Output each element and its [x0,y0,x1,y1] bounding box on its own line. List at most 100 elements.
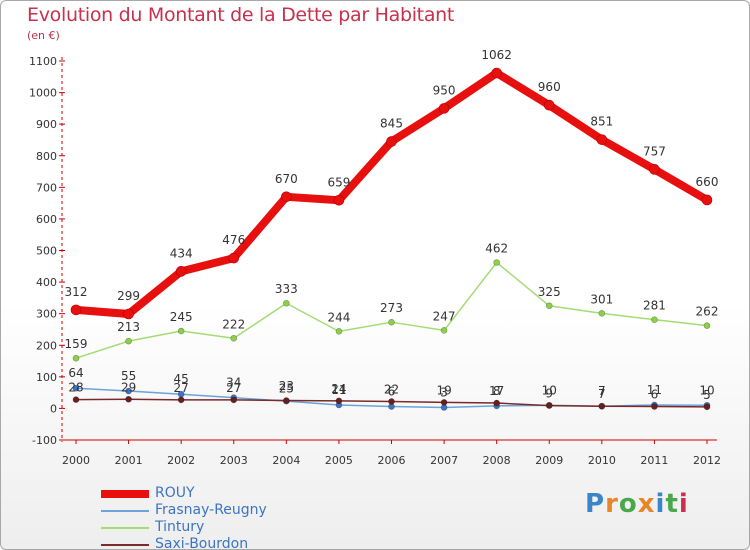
data-point [438,103,450,114]
legend-swatch-tintury [101,527,149,529]
y-tick-label: 700 [36,181,57,194]
legend-item-tintury[interactable]: Tintury [101,519,361,536]
data-label: 3 [440,385,448,399]
data-point [545,302,553,310]
data-label: 10 [542,383,557,397]
data-point [72,396,80,403]
data-label: 7 [598,387,606,401]
data-label: 273 [380,301,403,315]
data-label: 6 [651,388,659,402]
data-point [177,327,185,335]
data-label: 245 [170,310,193,324]
data-label: 670 [275,172,298,186]
data-label: 11 [647,383,662,397]
data-label: 325 [538,285,561,299]
data-point [386,136,397,147]
data-label: 333 [275,282,298,296]
data-label: 757 [643,144,666,158]
data-label: 301 [590,292,613,306]
legend-label-frasnay-reugny: Frasnay-Reugny [155,502,267,518]
legend: ROUY Frasnay-Reugny Tintury Saxi-Bourdon [101,485,361,550]
data-point [125,387,132,395]
x-tick-label: 2002 [167,454,195,467]
y-tick-label: 1100 [29,55,57,68]
data-point [70,304,82,316]
legend-label-saxi-bourdon: Saxi-Bourdon [155,536,249,550]
data-point [649,164,660,175]
data-label: 960 [538,80,561,94]
data-label: 29 [121,380,136,394]
logo-letter: i [655,489,666,519]
data-label: 660 [696,175,719,189]
data-point [493,399,500,407]
data-point [651,316,658,323]
x-tick-label: 2001 [115,454,143,467]
legend-swatch-rouy [101,490,149,498]
x-tick-label: 2012 [693,454,721,467]
data-label: 6 [388,385,396,399]
data-label: 17 [489,384,504,398]
logo-letter: r [605,489,619,519]
y-tick-label: 200 [36,339,57,352]
x-tick-label: 2003 [220,454,248,467]
data-point [543,99,555,111]
data-label: 659 [327,175,350,189]
logo-letter: x [637,489,656,519]
data-point [491,67,502,79]
y-tick-label: 600 [36,213,57,226]
x-tick-label: 2005 [325,454,353,467]
legend-label-tintury: Tintury [155,519,205,535]
data-label: 281 [643,299,666,313]
data-label: 851 [590,115,613,129]
legend-item-saxi-bourdon[interactable]: Saxi-Bourdon [101,536,361,550]
series-line-rouy [72,69,711,318]
data-point [545,402,553,409]
data-label: 8 [493,384,501,398]
x-tick-label: 2000 [62,454,90,467]
data-label: 312 [65,285,88,299]
y-tick-label: 300 [36,308,57,321]
data-point [388,318,395,326]
y-tick-label: 500 [36,245,57,258]
legend-item-rouy[interactable]: ROUY [101,485,361,502]
data-point [125,337,132,345]
data-point [281,191,292,203]
y-tick-label: -100 [32,434,57,447]
data-label: 222 [222,317,245,331]
y-tick-label: 400 [36,276,57,289]
data-point [703,322,711,329]
data-label: 299 [117,289,140,303]
data-point [228,252,240,264]
data-label: 476 [222,233,245,247]
data-label: 10 [699,383,714,397]
data-label: 25 [279,382,294,396]
data-label: 24 [331,382,346,396]
data-point [123,308,134,320]
data-point [703,403,711,411]
data-point [598,310,606,317]
data-point [230,396,238,404]
data-label: 262 [696,305,719,319]
data-point [333,194,345,206]
data-label: 5 [703,388,711,402]
data-point [598,402,606,410]
data-label: 27 [174,381,189,395]
y-tick-label: 1000 [29,87,57,100]
data-label: 19 [436,383,451,397]
data-point [230,335,238,342]
legend-swatch-frasnay-reugny [101,510,149,512]
x-tick-label: 2010 [588,454,616,467]
data-label: 1062 [481,48,512,62]
legend-item-frasnay-reugny[interactable]: Frasnay-Reugny [101,502,361,519]
data-label: 45 [174,372,189,386]
data-point [125,395,132,403]
data-label: 247 [433,309,456,323]
logo-letter: P [585,489,606,519]
data-label: 34 [226,376,241,390]
data-point [701,194,713,206]
data-label: 434 [170,246,193,260]
logo-letter: i [678,489,689,519]
chart-unit: (en €) [27,29,60,42]
